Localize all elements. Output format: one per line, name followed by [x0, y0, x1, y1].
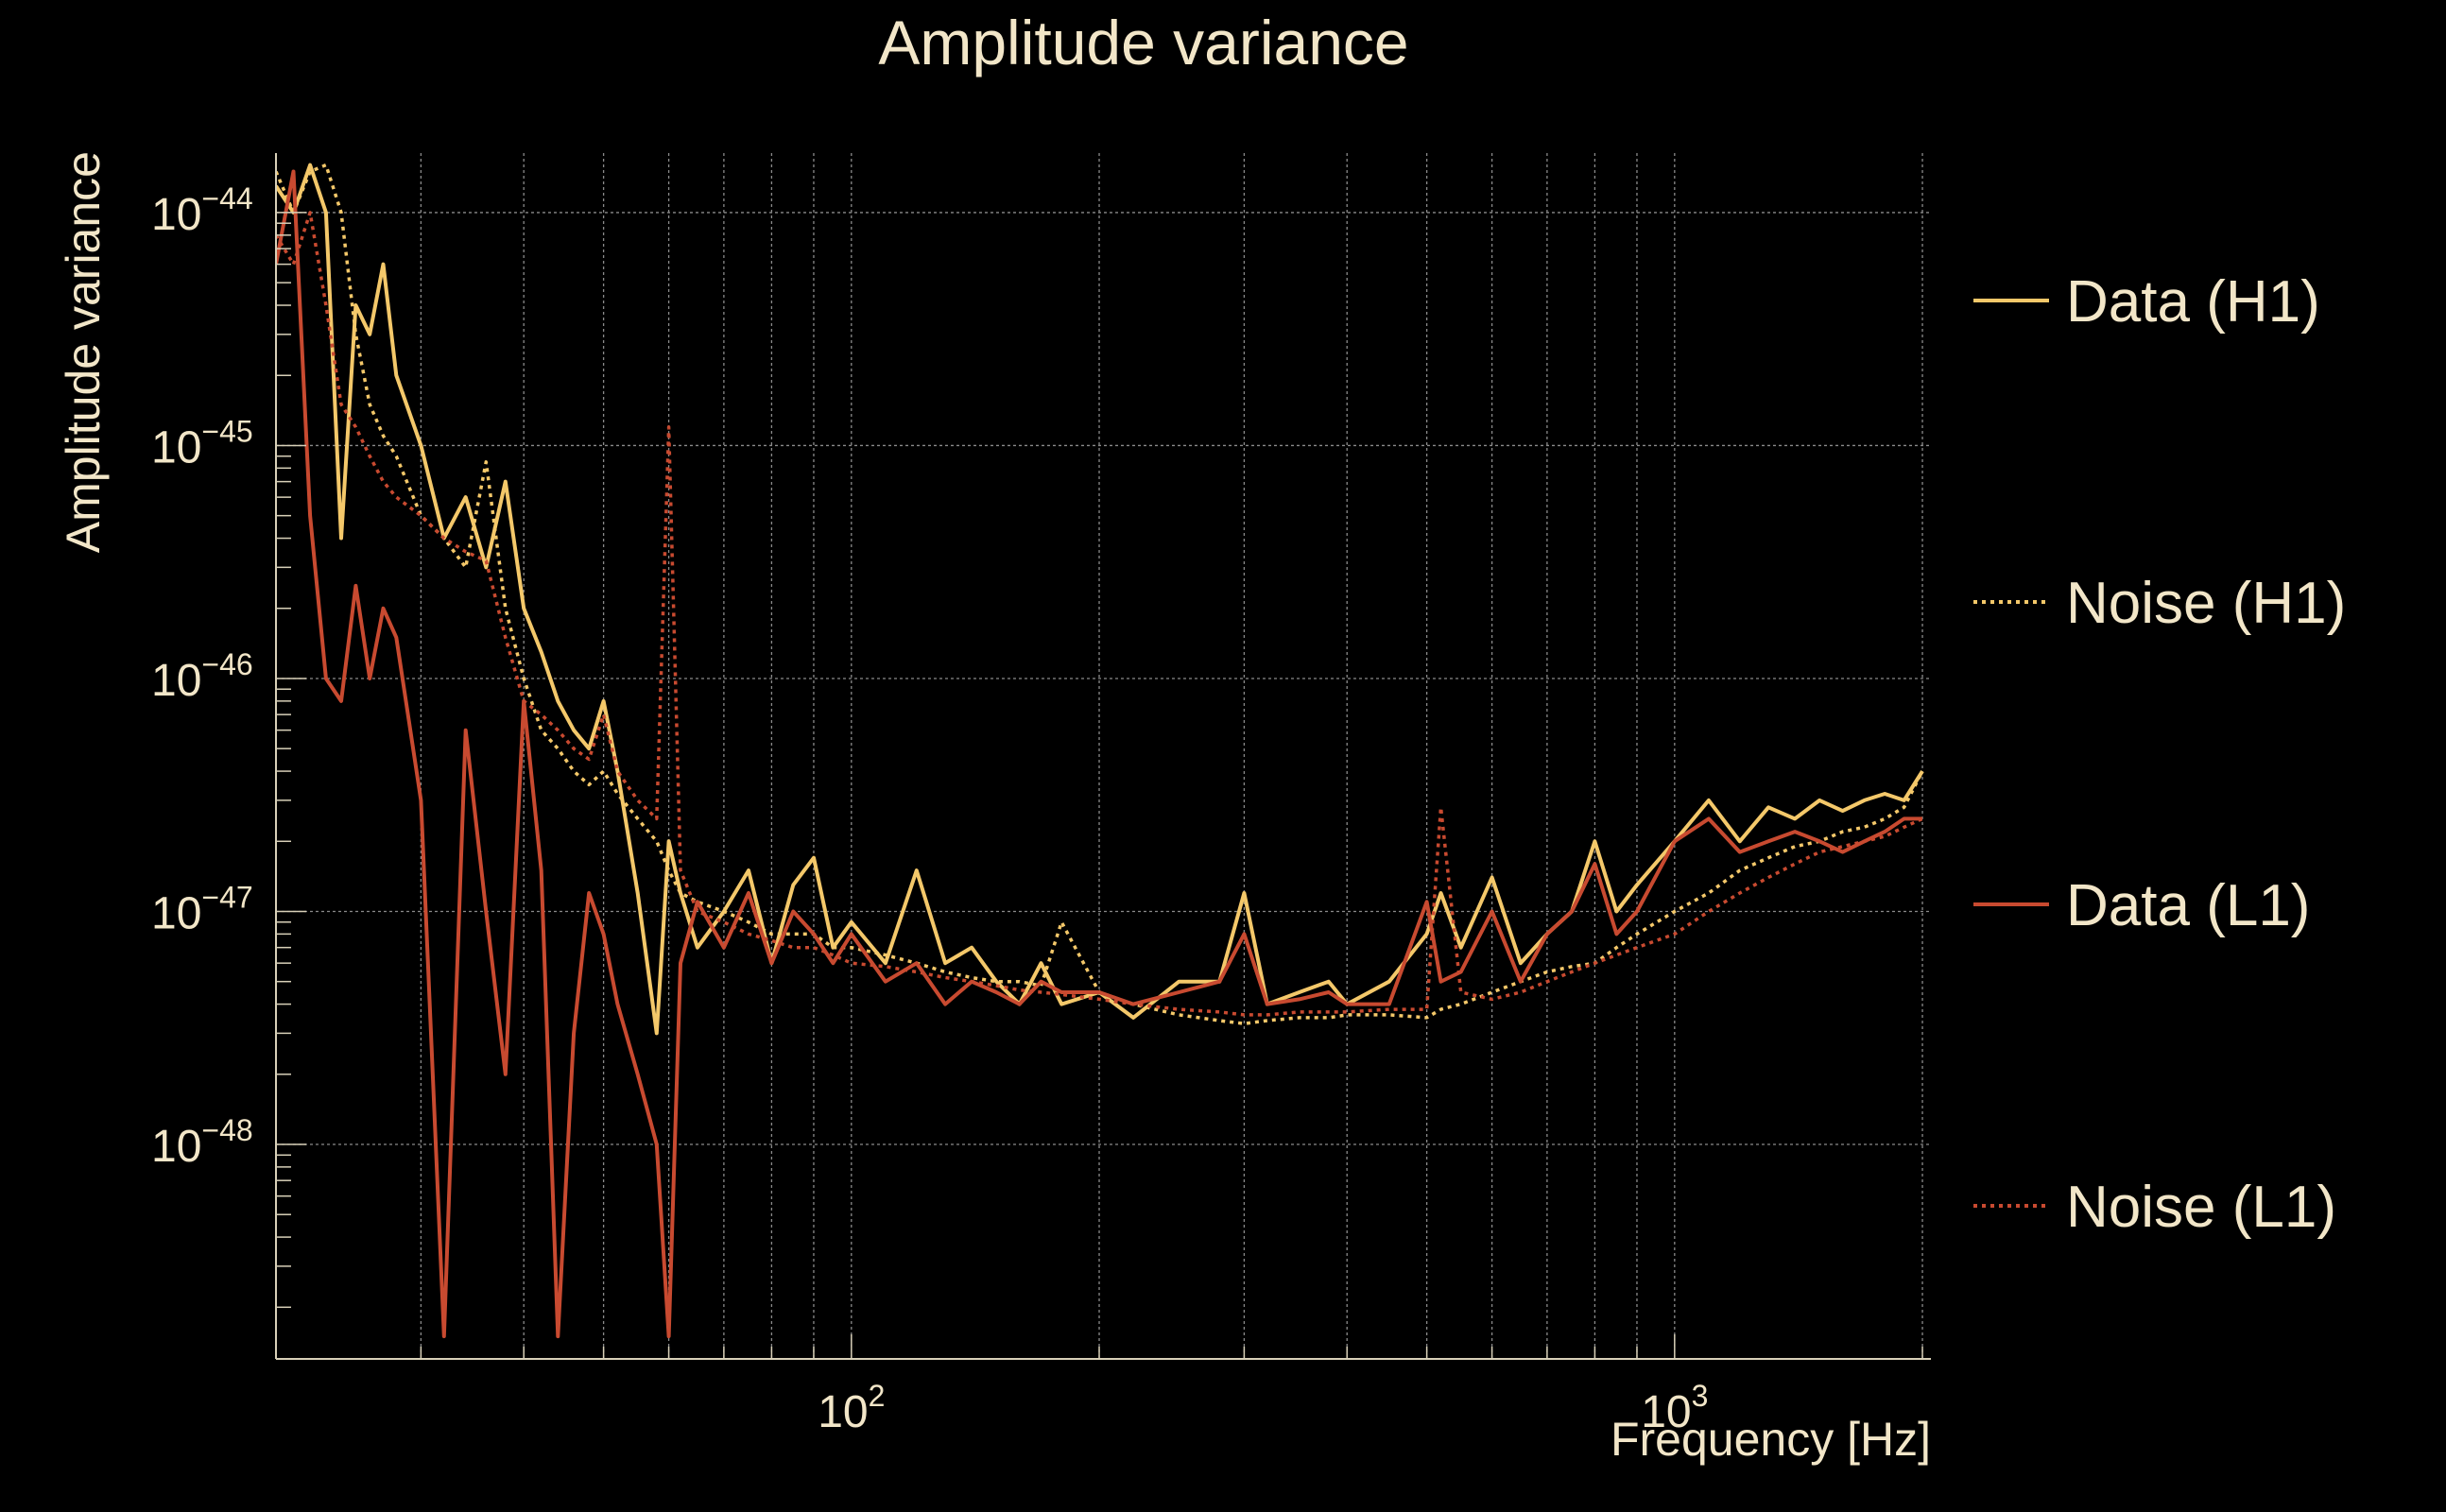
series-line-0 — [276, 163, 1924, 1036]
series-line-3 — [276, 211, 1923, 1017]
y-tick-label: 10−47 — [151, 880, 253, 938]
legend-label-2: Data (L1) — [2066, 873, 2310, 938]
legend: Data (H1) Noise (H1) Data (L1) Noise (L1) — [1973, 269, 2346, 1240]
grid — [275, 153, 1931, 1359]
legend-label-3: Noise (L1) — [2066, 1175, 2336, 1240]
x-axis-label: Frequency [Hz] — [1611, 1413, 1931, 1466]
series-line-1 — [276, 163, 1924, 1025]
y-tick-label: 10−45 — [151, 414, 253, 472]
series-line-2 — [276, 169, 1922, 1339]
x-tick-label: 102 — [818, 1379, 885, 1437]
y-tick-label: 10−46 — [151, 647, 253, 706]
y-tick-label: 10−44 — [151, 181, 253, 240]
legend-label-0: Data (H1) — [2066, 269, 2320, 335]
x-tick-label: 103 — [1641, 1379, 1708, 1437]
axes: 102 103 10−44 10−45 10−46 10−47 10−48 — [151, 153, 1931, 1437]
legend-label-1: Noise (H1) — [2066, 571, 2346, 636]
chart-title: Amplitude variance — [878, 8, 1408, 77]
y-tick-label: 10−48 — [151, 1113, 253, 1172]
series-layer — [276, 163, 1924, 1339]
y-axis-label: Amplitude variance — [57, 151, 110, 553]
